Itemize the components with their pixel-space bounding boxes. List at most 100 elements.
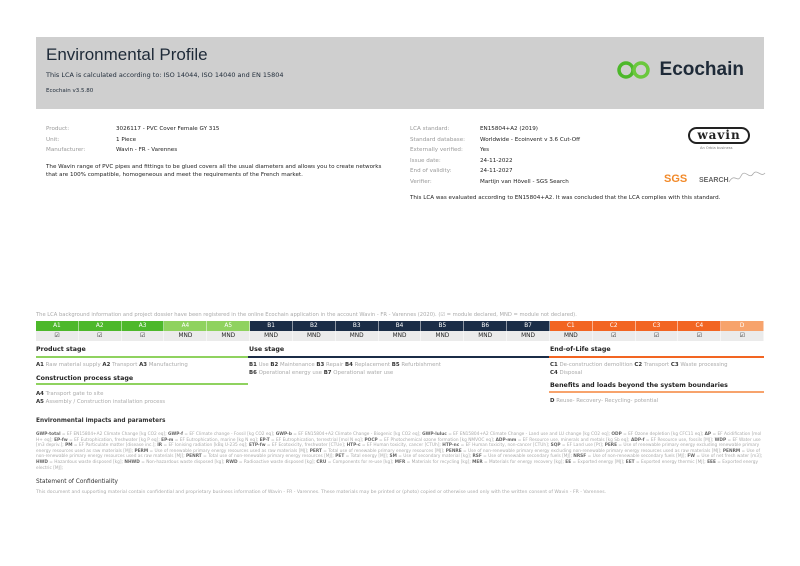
product-stage-title: Product stage [36, 346, 86, 353]
module-status-D: ☑ [721, 331, 765, 341]
abbr-code: ETP-fw [248, 443, 266, 449]
abbr-desc: Materials for recycling [kg] [411, 459, 470, 465]
info-value: Worldwide - Ecoinvent v 3.6 Cut-Off [480, 136, 580, 143]
abbr-desc: EF Photochemical ozone formation [kg NMV… [383, 437, 493, 443]
module-code: B7 [323, 370, 332, 376]
abbr-code: GWP-total [36, 432, 61, 437]
module-code: B1 [249, 362, 257, 368]
abbr-desc: EF Particulate matter [disease inc.] [78, 443, 155, 449]
abbr-desc: EF Land use [Pt] [566, 443, 602, 449]
abbr-code: PERT [309, 448, 322, 454]
module-desc: A5 Assembly / Construction installation … [36, 399, 165, 405]
module-code-D: D [721, 321, 765, 331]
abbr-desc: EF Human toxicity, non-cancer [CTUh] [465, 443, 548, 449]
abbr-desc: EF Resource use, minerals and metals [kg… [522, 437, 629, 443]
abbr-code: HTP-nc [442, 443, 460, 449]
module-code-C4: C4 [678, 321, 722, 331]
module-name: Operational water use [333, 370, 394, 376]
info-value: EN15804+A2 (2019) [480, 126, 538, 132]
abbr-desc: Use of net fresh water [m3] [701, 454, 761, 460]
module-code: C3 [670, 362, 679, 368]
use-stage-line [248, 356, 549, 358]
module-desc: B2 Maintenance [270, 362, 316, 368]
module-name: Transport [112, 362, 138, 368]
wavin-logo: wavin [688, 127, 750, 144]
module-status-C1: MND [549, 331, 593, 341]
abbr-desc: EF Eutrophication, freshwater [kg P eq] [74, 437, 159, 443]
product-description: The Wavin range of PVC pipes and fitting… [46, 164, 382, 178]
module-status-B7: MND [507, 331, 550, 341]
module-name: Replacement [354, 362, 391, 368]
module-code: B5 [391, 362, 400, 368]
construction-stage-line [36, 383, 248, 385]
abbr-desc: EF Resource use, fossils [MJ] [650, 437, 712, 443]
info-row: Verifier: Martijn van Hövell - SGS Search [410, 177, 580, 188]
abbr-desc: EF Eutrophication, marine [kg N eq] [179, 437, 257, 443]
info-value: 1 Piece [116, 136, 137, 143]
abbr-code: EP-fw [54, 437, 68, 443]
module-code-A4: A4 [164, 321, 208, 331]
confidentiality-title: Statement of Confidentiality [36, 479, 118, 485]
module-name: Operational energy use [258, 370, 322, 376]
module-code-A5: A5 [207, 321, 251, 331]
abbr-code: EE [565, 459, 572, 465]
abbr-desc: EF EN15804+A2 Climate Change - Land use … [453, 432, 609, 437]
abbr-desc: Hazardous waste disposed [kg] [54, 459, 122, 465]
module-code-B5: B5 [421, 321, 465, 331]
module-code-B2: B2 [292, 321, 336, 331]
header-band: Environmental Profile This LCA is calcul… [36, 37, 764, 109]
module-code-A2: A2 [78, 321, 122, 331]
abbr-code: GWP-b [275, 432, 292, 437]
abbr-desc: Use of non-renewable primary energy excl… [468, 448, 721, 454]
module-name: Transport [643, 362, 670, 368]
module-status-B3: MND [335, 331, 379, 341]
abbr-desc: Use of renewable secondary fuels [MJ] [488, 454, 571, 460]
module-status-B5: MND [421, 331, 465, 341]
abbr-code: EEE [707, 459, 716, 465]
abbr-desc: EF EN15804+A2 Climate Change - Biogenic … [298, 432, 420, 437]
module-code: B4 [345, 362, 353, 368]
module-desc: B7 Operational water use [324, 370, 394, 376]
abbr-desc: EF Human toxicity, cancer [CTUh] [366, 443, 440, 449]
construction-stage-modules: A4 Transport gate to site A5 Assembly / … [36, 390, 246, 406]
module-status-B4: MND [378, 331, 422, 341]
module-code: A1 [36, 362, 44, 368]
abbr-code: ODP [611, 432, 622, 437]
abbr-desc: Total use of renewable primary energy re… [328, 448, 443, 454]
abbr-desc: Components for re-use [kg] [332, 459, 392, 465]
wavin-tagline: An Orbia business [700, 146, 733, 150]
module-code: A4 [36, 391, 44, 397]
abbr-code: IR [157, 443, 163, 449]
info-label: End of validity: [410, 168, 452, 174]
page-title: Environmental Profile [46, 45, 208, 64]
beyond-stage-title: Benefits and loads beyond the system bou… [550, 382, 728, 389]
eol-stage-modules: C1 De-construction demolition C2 Transpo… [550, 361, 764, 377]
abbr-code: SQP [550, 443, 561, 449]
module-desc: A3 Manufacturing [139, 362, 188, 368]
abbr-desc: Radioactive waste disposed [kg] [243, 459, 314, 465]
abbr-desc: EF Ionising radiation [kBq U-235 eq] [168, 443, 247, 449]
info-value: Yes [480, 147, 490, 153]
abbr-code: EP-m [161, 437, 174, 443]
module-code: C1 [550, 362, 558, 368]
module-status-C2: ☑ [592, 331, 636, 341]
abbr-code: WDP [714, 437, 727, 443]
module-code-B4: B4 [378, 321, 422, 331]
impacts-title: Environmental impacts and parameters [36, 418, 166, 424]
abbr-desc: Use of secondary material [kg] [403, 454, 470, 460]
product-stage-modules: A1 Raw material supply A2 Transport A3 M… [36, 361, 246, 369]
module-code: B6 [249, 370, 257, 376]
abbr-code: PM [65, 443, 73, 449]
module-name: Use [258, 362, 269, 368]
module-status-C4: ☑ [678, 331, 722, 341]
registration-note: The LCA background information and proje… [36, 312, 577, 318]
module-status-B1: MND [250, 331, 293, 341]
abbr-code: MFR [394, 459, 406, 465]
product-info: Product: 3026117 - PVC Cover Female GY 31… [46, 124, 219, 156]
module-status-B2: MND [292, 331, 336, 341]
abbr-desc: Materials for energy recovery [kg] [489, 459, 563, 465]
abbr-code: HTP-c [346, 443, 361, 449]
module-desc: B6 Operational energy use [249, 370, 324, 376]
abbr-desc: Use of non-renewable secondary fuels [MJ… [592, 454, 685, 460]
version-label: Ecochain v3.5.80 [46, 88, 94, 94]
